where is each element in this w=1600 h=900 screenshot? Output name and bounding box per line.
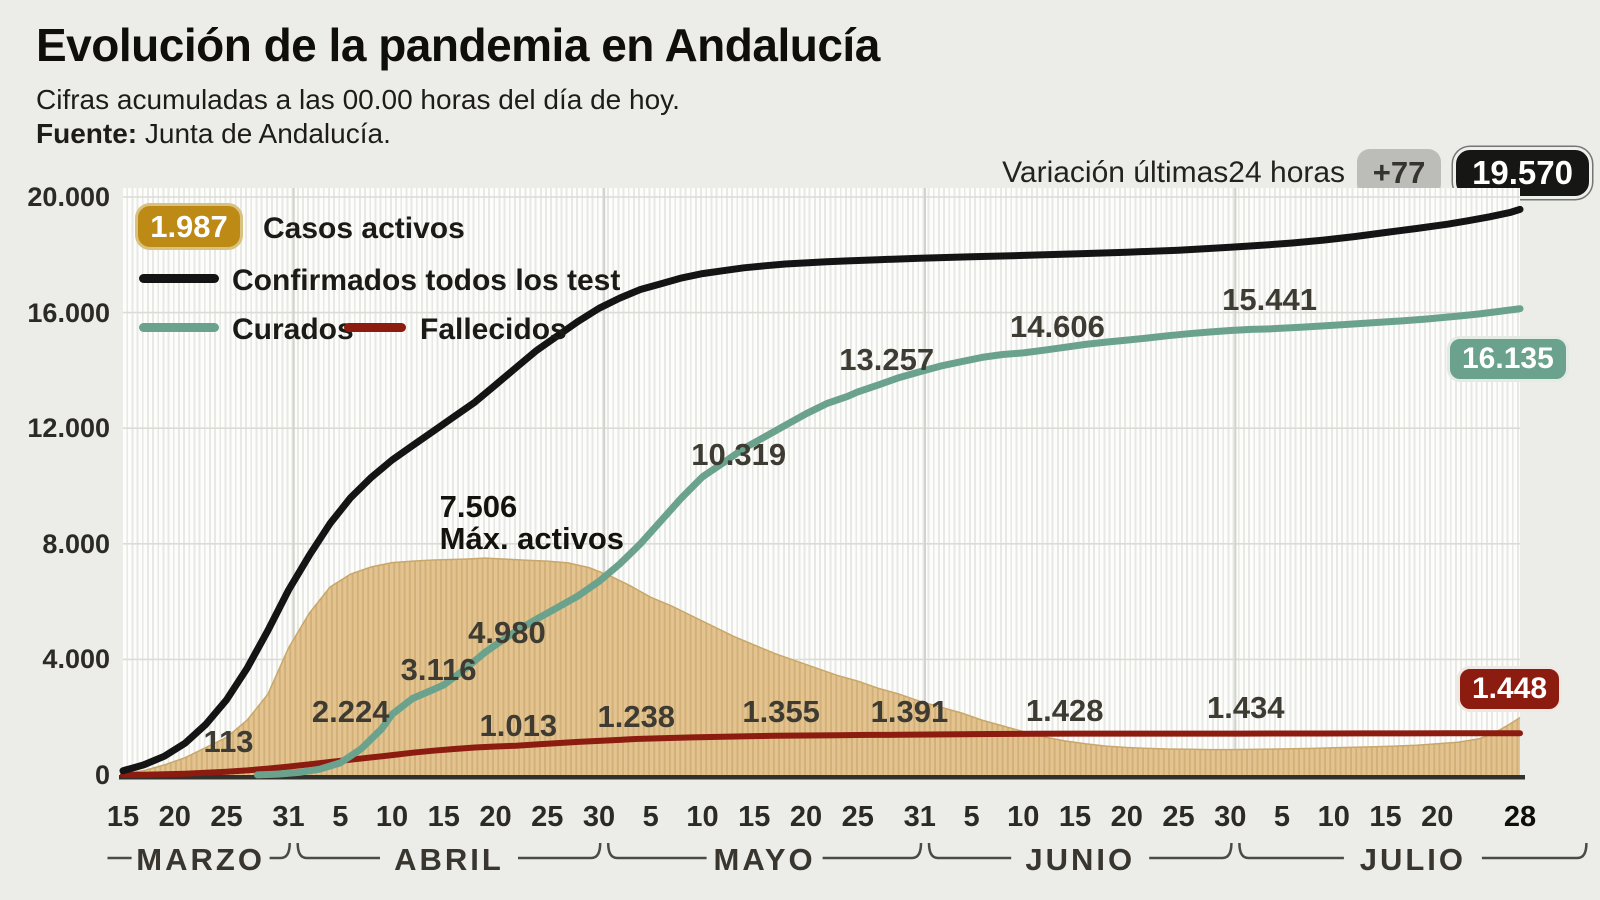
x-axis-tick: 30: [1214, 801, 1247, 833]
month-label: MAYO: [713, 842, 816, 877]
x-axis-tick: 15: [427, 801, 460, 833]
month-label: MARZO: [136, 842, 265, 877]
y-axis-label: 16.000: [27, 297, 110, 328]
y-axis-label: 8.000: [42, 528, 110, 559]
confirmed-line-swatch: [139, 274, 219, 283]
legend-label-deaths: Fallecidos: [420, 313, 567, 346]
x-axis-tick: 15: [1369, 801, 1402, 833]
fallecidos-end-badge: 1.448: [1457, 666, 1563, 712]
data-label: 3.116: [400, 651, 477, 687]
variation-row: Variación últimas24 horas +77 19.570: [900, 146, 1592, 200]
x-axis-tick: 5: [642, 801, 659, 833]
data-label: 2.224: [311, 693, 390, 729]
legend-label-confirmed: Confirmados todos los test: [232, 264, 621, 297]
data-label: 1.391: [870, 693, 949, 729]
x-axis-tick: 31: [903, 801, 936, 833]
data-label: 113: [203, 724, 254, 760]
subtitle: Cifras acumuladas a las 00.00 horas del …: [36, 84, 680, 115]
data-label: 1.355: [742, 693, 820, 729]
data-label: 1.428: [1025, 692, 1104, 728]
month-label: JUNIO: [1025, 842, 1136, 877]
x-axis-tick: 10: [686, 801, 719, 833]
y-axis-label: 4.000: [42, 644, 110, 675]
source-label: Fuente:: [36, 118, 138, 149]
x-axis-tick: 20: [479, 801, 512, 833]
x-axis-tick: 30: [582, 801, 616, 833]
legend-label-active: Casos activos: [263, 212, 465, 245]
x-axis-tick: 28: [1503, 801, 1537, 833]
variation-label: Variación últimas24 horas: [1002, 156, 1346, 189]
y-axis-label: 20.000: [27, 182, 110, 212]
data-label: 4.980: [468, 615, 546, 651]
x-axis-tick: 15: [1058, 801, 1092, 833]
header: Evolución de la pandemia en Andalucía Ci…: [36, 18, 880, 150]
data-label: 13.257: [839, 341, 935, 377]
data-label: 1.238: [597, 698, 676, 734]
x-axis-tick: 25: [841, 801, 874, 833]
month-label: JULIO: [1359, 842, 1467, 877]
y-axis-label: 12.000: [27, 413, 110, 444]
cured-line-swatch: [139, 323, 219, 332]
x-axis-tick: 10: [1007, 801, 1040, 833]
x-axis-tick: 25: [210, 801, 243, 833]
x-axis-tick: 20: [1421, 801, 1454, 833]
x-axis-tick: 15: [738, 801, 771, 833]
active-cases-badge: 1.987: [135, 203, 243, 250]
x-axis-tick: 15: [106, 801, 140, 833]
x-axis-tick: 20: [158, 801, 191, 833]
data-label: 1.434: [1206, 689, 1285, 725]
source-value: Junta de Andalucía.: [137, 118, 391, 149]
month-label: ABRIL: [394, 842, 504, 877]
data-label: 15.441: [1222, 281, 1317, 317]
data-label: 1.013: [479, 707, 558, 743]
x-axis-tick: 20: [1110, 801, 1143, 833]
x-axis-tick: 10: [375, 801, 409, 833]
y-axis-label: 0: [94, 760, 110, 790]
x-axis-tick: 5: [1273, 801, 1291, 833]
page-title: Evolución de la pandemia en Andalucía: [36, 19, 880, 71]
x-axis-tick: 5: [332, 801, 349, 833]
data-label: 14.606: [1010, 309, 1105, 345]
x-axis-tick: 25: [1162, 801, 1195, 833]
x-axis-tick: 31: [272, 801, 305, 833]
x-axis-tick: 25: [531, 801, 564, 833]
data-label: 10.319: [691, 437, 787, 473]
deaths-line-swatch: [344, 323, 406, 332]
x-axis-tick: 10: [1317, 801, 1350, 833]
x-axis-tick: 20: [789, 801, 823, 833]
source-line: Fuente: Junta de Andalucía.: [36, 118, 880, 150]
data-label: Máx. activos: [439, 520, 625, 556]
x-axis-tick: 5: [963, 801, 980, 833]
legend-label-cured: Curados: [232, 313, 354, 346]
curados-end-badge: 16.135: [1447, 336, 1569, 382]
data-label: 7.506: [439, 488, 518, 524]
